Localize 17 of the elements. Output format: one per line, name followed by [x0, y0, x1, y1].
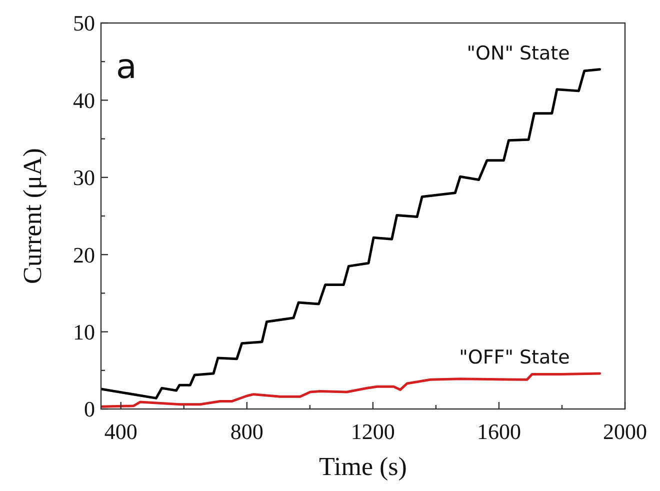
x-tick-label: 800: [230, 419, 264, 444]
y-tick-label: 40: [73, 88, 95, 113]
x-tick-label: 1600: [476, 419, 521, 444]
x-tick-label: 1200: [350, 419, 395, 444]
y-tick-label: 0: [84, 396, 95, 422]
y-tick-label: 10: [73, 320, 95, 344]
series-label: "ON" State: [466, 42, 570, 64]
x-tick-label: 2000: [603, 419, 647, 444]
x-tick-label: 400: [104, 419, 138, 444]
series-label: "OFF" State: [459, 346, 570, 368]
x-axis-title: Time (s): [319, 452, 407, 481]
y-axis-title: Current (μA): [18, 148, 47, 284]
y-tick-label: 20: [73, 242, 95, 268]
line-series: [101, 372, 602, 408]
y-tick-label: 50: [73, 10, 95, 36]
y-tick-label: 30: [73, 165, 95, 190]
annotation: a: [116, 47, 137, 87]
